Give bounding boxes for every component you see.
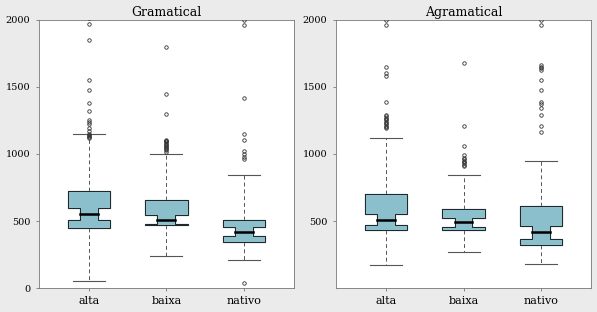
- Title: Agramatical: Agramatical: [425, 6, 502, 18]
- Polygon shape: [442, 209, 485, 230]
- Polygon shape: [67, 192, 110, 228]
- Polygon shape: [365, 194, 407, 230]
- Polygon shape: [145, 200, 187, 225]
- Polygon shape: [520, 206, 562, 245]
- Polygon shape: [223, 220, 265, 242]
- Title: Gramatical: Gramatical: [131, 6, 202, 18]
